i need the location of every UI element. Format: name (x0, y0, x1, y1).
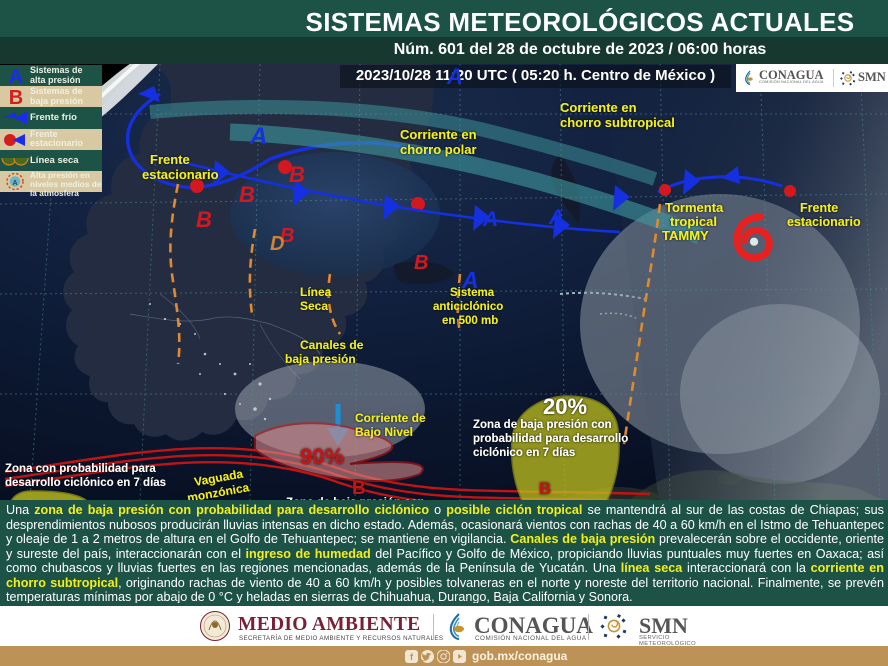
svg-text:chorro polar: chorro polar (400, 142, 477, 157)
svg-text:A: A (249, 123, 267, 150)
svg-text:90%: 90% (300, 444, 344, 469)
svg-text:Zona con probabilidad para: Zona con probabilidad para (5, 463, 156, 475)
svg-text:ciclónico en 7 días: ciclónico en 7 días (473, 447, 575, 459)
svg-text:20%: 20% (543, 394, 587, 419)
svg-text:D: D (270, 233, 284, 255)
svg-text:Corriente en: Corriente en (400, 127, 477, 142)
svg-text:A: A (446, 64, 463, 89)
svg-text:tropical: tropical (670, 214, 717, 229)
svg-text:probabilidad para desarrollo: probabilidad para desarrollo (473, 433, 628, 445)
svg-text:desarrollo ciclónico en 7 días: desarrollo ciclónico en 7 días (5, 477, 166, 489)
svg-text:Línea: Línea (300, 285, 332, 299)
svg-text:anticiclónico: anticiclónico (433, 301, 503, 313)
svg-text:Seca: Seca (300, 299, 328, 313)
svg-text:chorro subtropical: chorro subtropical (560, 115, 675, 130)
svg-text:Corriente en: Corriente en (560, 100, 637, 115)
svg-text:Sistema: Sistema (450, 287, 495, 299)
svg-text:en 500 mb: en 500 mb (442, 315, 498, 327)
svg-text:estacionario: estacionario (142, 167, 219, 182)
svg-text:A: A (548, 206, 564, 229)
svg-text:B: B (414, 252, 428, 274)
svg-text:estacionario: estacionario (787, 215, 861, 229)
svg-text:Frente: Frente (800, 201, 838, 215)
svg-text:A: A (482, 208, 498, 231)
svg-text:Frente: Frente (150, 152, 190, 167)
svg-text:Bajo Nivel: Bajo Nivel (355, 425, 413, 439)
svg-text:B: B (539, 479, 551, 498)
svg-text:Zona de baja presión con: Zona de baja presión con (473, 419, 612, 431)
svg-text:Canales de: Canales de (300, 338, 364, 352)
svg-text:Tormenta: Tormenta (665, 200, 724, 215)
svg-text:B: B (196, 207, 212, 232)
svg-text:B: B (352, 478, 366, 499)
svg-text:baja presión: baja presión (285, 352, 356, 366)
svg-text:TAMMY: TAMMY (662, 228, 709, 243)
svg-text:B: B (239, 182, 255, 207)
svg-text:Corriente de: Corriente de (355, 411, 426, 425)
svg-text:B: B (289, 162, 305, 187)
